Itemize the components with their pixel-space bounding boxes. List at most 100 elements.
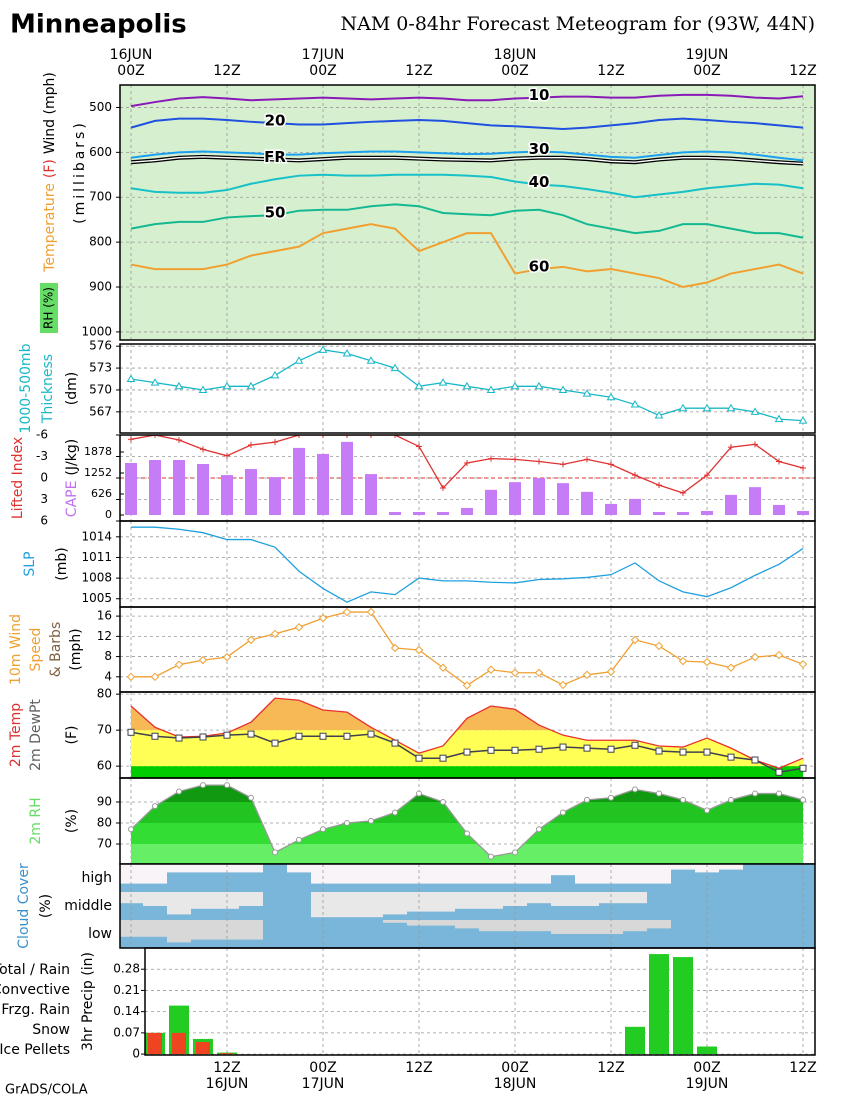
area-band [161,785,803,802]
point-marker [176,788,182,795]
cloud-bar [719,920,743,948]
point-marker [678,656,688,666]
y-tick-label: 570 [89,382,112,396]
cloud-bar [479,908,503,920]
temperature-contour [130,150,804,162]
contour-label: FR [264,148,286,166]
cloud-bar [575,883,599,892]
cape-bar [437,511,449,515]
cloud-bar [359,883,383,892]
freezing-line-inner [130,156,804,165]
contour-label: 20 [265,112,286,130]
point-marker [320,826,326,833]
bottom-time-label: 12Z [405,1060,432,1076]
y2-tick-label: 1878 [84,445,112,458]
point-marker [366,356,376,364]
point-marker [174,381,184,390]
point-marker [391,739,399,747]
panel [120,778,815,864]
y-axis-label-part: 10m Wind [8,614,24,685]
y-axis-label: Cloud Cover [16,863,32,949]
cloud-bar [407,911,431,920]
cloud-bar [623,903,647,920]
cloud-bar [191,872,215,892]
cape-bar [701,510,713,515]
panel-frame [119,606,816,693]
point-marker [392,435,398,438]
point-marker [270,629,280,639]
point-marker [272,439,278,446]
top-date-label: 18JUN [494,47,537,63]
point-marker [318,613,328,623]
cape-bar [365,474,377,515]
cape-bar [125,463,137,515]
y-tick-label: 70 [97,837,112,851]
y-axis-label: CAPE (J/kg) [64,439,80,517]
area-band [137,801,803,823]
y-tick-label: 1011 [81,550,112,564]
point-marker [536,826,542,833]
panel [120,692,815,778]
cape-bar [581,491,593,515]
point-marker [390,643,400,653]
cloud-bar [551,875,575,892]
cape-bar [749,487,761,515]
point-marker [534,381,544,390]
cloud-bar [743,892,767,920]
cloud-bar [527,883,551,892]
point-marker [462,381,472,390]
contour-label: 10 [529,86,550,104]
cape-bar [677,511,689,515]
point-marker [414,381,424,390]
y-tick-label: 0 [132,1047,140,1061]
y-tick-label: 60 [97,759,112,773]
y-axis-label: 2m DewPt [28,699,44,771]
point-marker [294,356,304,364]
point-marker [128,826,134,833]
area-band [131,730,803,767]
cape-bar [557,483,569,515]
point-marker [800,796,806,803]
cloud-bar [719,892,743,920]
y-tick-label: 8 [104,649,112,663]
point-marker [512,849,518,856]
point-marker [606,392,616,401]
cloud-bar [599,934,623,948]
cloud-bar [671,920,695,948]
area-band [131,698,551,731]
point-marker [463,748,471,756]
cloud-bar [767,864,791,892]
y-tick-label: 4 [104,669,112,683]
rh-key-label: RH (%) [42,287,56,329]
y-tick-label: 567 [89,404,112,418]
cloud-bar [167,942,191,948]
y-axis-label-part: (dm) [64,372,80,405]
point-marker [656,790,662,797]
temperature-contour [130,203,804,239]
y-axis-label-part: 2m DewPt [28,699,44,771]
point-marker [704,472,710,479]
y-tick-label: 800 [89,235,112,249]
panel [120,521,815,607]
point-marker [702,657,712,667]
y-axis-label: (dm) [64,372,80,405]
point-marker [584,796,590,803]
cape-bar [293,447,305,515]
point-marker [607,745,615,753]
y-axis-label: (F) [64,726,80,745]
top-time-label: 00Z [693,63,720,79]
cloud-bar [503,931,527,948]
area-band [131,844,803,864]
y2-tick-label: 0 [105,508,112,521]
y-tick-label: 0.21 [113,983,140,997]
top-date-label: 19JUN [686,47,729,63]
y-axis-label: Speed [28,628,44,672]
cloud-bar [767,920,791,948]
bottom-date-label: 19JUN [686,1076,729,1092]
station-title: Minneapolis [10,10,187,40]
point-marker [488,853,494,860]
panel-frame [119,84,816,341]
cape-bar [485,489,497,515]
y-axis-label: Temperature (F) Wind (mph) [42,72,58,273]
point-marker [582,670,592,680]
